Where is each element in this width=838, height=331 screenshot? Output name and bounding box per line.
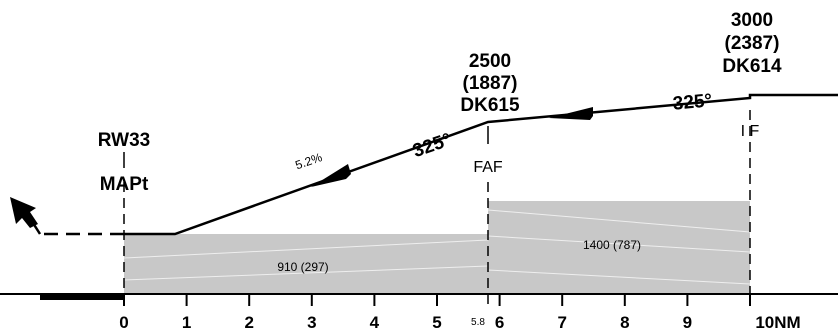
- area-shading: [123, 209, 751, 285]
- final-segment-area: [124, 234, 488, 294]
- axis-tick-label: 6: [495, 313, 504, 331]
- gradient-label: 5.2%: [293, 150, 324, 172]
- missed-approach-arrow-icon: [10, 197, 38, 228]
- faf-fix-name: DK615: [460, 95, 520, 116]
- faf-distance-mark: 5.8: [471, 317, 485, 328]
- intermediate-segment-label: 1400 (787): [583, 238, 641, 252]
- runway-label: RW33: [98, 130, 150, 151]
- direction-arrow-icon: [311, 164, 351, 187]
- axis-tick-label: 4: [370, 313, 380, 331]
- axis-tick-label: 2: [244, 313, 253, 331]
- faf-altitude: 2500: [469, 51, 511, 72]
- axis-tick-label: 9: [683, 313, 692, 331]
- axis-tick-label: 3: [307, 313, 316, 331]
- axis-tick-label: 5: [432, 313, 441, 331]
- intermediate-track-label: 325°: [672, 90, 713, 114]
- final-track-label: 325°: [410, 129, 454, 162]
- axis-tick-label: 1: [182, 313, 191, 331]
- approach-flight-path: [124, 93, 838, 236]
- if-role-label: I F: [741, 123, 760, 140]
- faf-height: (1887): [463, 73, 518, 94]
- intermediate-segment-area: [488, 201, 750, 294]
- final-segment-label: 910 (297): [277, 260, 328, 274]
- direction-arrow-icon: [549, 107, 593, 120]
- axis-ticks: 0 1 2 3 4 5 6 7 8 9: [119, 294, 751, 331]
- mapt-label: MAPt: [100, 174, 149, 195]
- if-altitude: 3000: [731, 10, 773, 31]
- faf-role-label: FAF: [473, 159, 503, 176]
- if-fix-name: DK614: [722, 56, 782, 77]
- axis-tick-label: 8: [620, 313, 629, 331]
- axis-tick-label: 0: [119, 313, 128, 331]
- if-height: (2387): [725, 33, 780, 54]
- axis-tick-label: 7: [557, 313, 566, 331]
- axis-end-label: 10NM: [755, 313, 800, 331]
